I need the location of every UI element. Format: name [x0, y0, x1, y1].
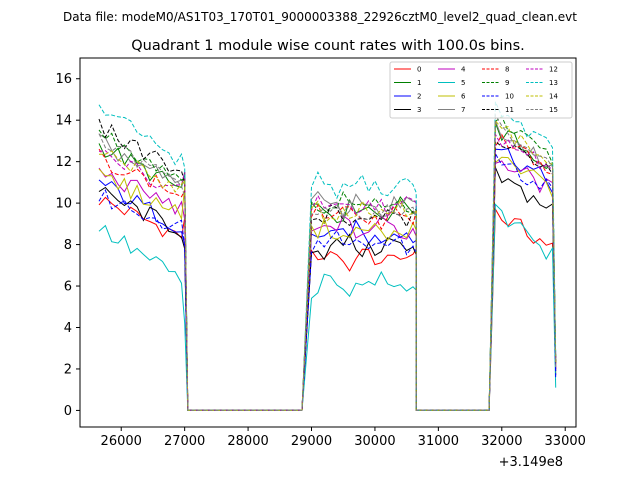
y-tick-label: 0 [64, 404, 72, 419]
series-line-4 [98, 160, 557, 411]
series-line-3 [98, 167, 557, 411]
legend-label-6: 6 [461, 93, 466, 101]
legend-label-5: 5 [461, 79, 465, 87]
series-line-11 [98, 118, 557, 411]
y-tick-label: 16 [55, 72, 72, 87]
legend-label-7: 7 [461, 106, 465, 114]
legend-label-0: 0 [417, 66, 421, 74]
legend-label-11: 11 [505, 106, 514, 114]
legend-frame [389, 61, 573, 119]
legend-label-13: 13 [549, 79, 558, 87]
y-tick-label: 12 [55, 155, 72, 170]
x-tick-label: 27000 [164, 434, 205, 449]
legend-label-10: 10 [505, 93, 514, 101]
y-tick-label: 14 [55, 114, 72, 129]
series-line-10 [98, 151, 557, 411]
x-tick-label: 33000 [545, 434, 586, 449]
legend-label-8: 8 [505, 66, 509, 74]
y-tick-label: 6 [64, 280, 72, 295]
x-axis-offset-label: +3.149e8 [499, 455, 563, 470]
series-line-6 [98, 156, 557, 411]
x-tick-label: 26000 [101, 434, 142, 449]
legend-label-1: 1 [417, 79, 421, 87]
legend-label-15: 15 [549, 106, 558, 114]
legend-label-12: 12 [549, 66, 558, 74]
series-line-9 [98, 115, 557, 411]
legend-label-9: 9 [505, 79, 509, 87]
legend-label-14: 14 [549, 93, 558, 101]
chart-title: Quadrant 1 module wise count rates with … [131, 38, 525, 54]
x-tick-label: 31000 [418, 434, 459, 449]
x-tick-label: 28000 [227, 434, 268, 449]
series-line-12 [98, 132, 557, 411]
series-layer [98, 101, 557, 411]
series-line-5 [98, 203, 557, 411]
figure-suptitle: Data file: modeM0/AS1T03_170T01_90000033… [63, 10, 577, 24]
axes: 26000 27000 28000 29000 30000 31000 32000 33000… [55, 57, 586, 449]
series-line-0 [98, 196, 557, 411]
legend-label-3: 3 [417, 106, 421, 114]
series-line-15 [98, 113, 557, 411]
y-tick-label: 8 [64, 238, 72, 253]
series-line-2 [98, 148, 557, 411]
x-tick-label: 29000 [291, 434, 332, 449]
x-tick-label: 30000 [354, 434, 395, 449]
series-line-1 [98, 122, 557, 411]
series-line-13 [98, 101, 557, 411]
y-tick-label: 2 [64, 362, 72, 377]
legend-label-2: 2 [417, 93, 421, 101]
x-tick-label: 32000 [481, 434, 522, 449]
y-tick-label: 4 [64, 321, 72, 336]
y-tick-label: 10 [55, 197, 72, 212]
series-line-8 [98, 133, 557, 411]
plot-frame [79, 57, 577, 428]
legend-label-4: 4 [461, 66, 466, 74]
series-line-14 [99, 119, 557, 411]
series-line-7 [98, 120, 557, 411]
